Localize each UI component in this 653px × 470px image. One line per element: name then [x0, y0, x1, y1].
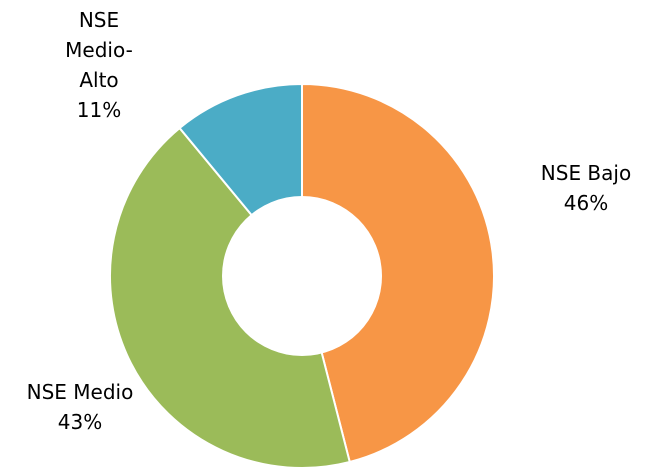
slice-label-line: NSE Medio — [27, 380, 134, 404]
slice-label-nse-bajo: NSE Bajo 46% — [541, 161, 631, 215]
slice-label-line: 46% — [564, 191, 608, 215]
slice-labels: NSE Bajo 46% NSE Medio 43% NSE Medio- Alto 11% — [27, 8, 632, 434]
slice-label-nse-medio-alto: NSE Medio- Alto 11% — [65, 8, 133, 122]
donut-hole — [222, 196, 382, 356]
slice-label-line: Alto — [79, 68, 118, 92]
slice-label-line: 43% — [58, 410, 102, 434]
slice-label-line: 11% — [77, 98, 121, 122]
slice-label-line: NSE Bajo — [541, 161, 631, 185]
slice-label-nse-medio: NSE Medio 43% — [27, 380, 134, 434]
slice-label-line: NSE — [79, 8, 119, 32]
slice-nse-bajo — [301, 82, 495, 464]
slice-label-line: Medio- — [65, 38, 133, 62]
